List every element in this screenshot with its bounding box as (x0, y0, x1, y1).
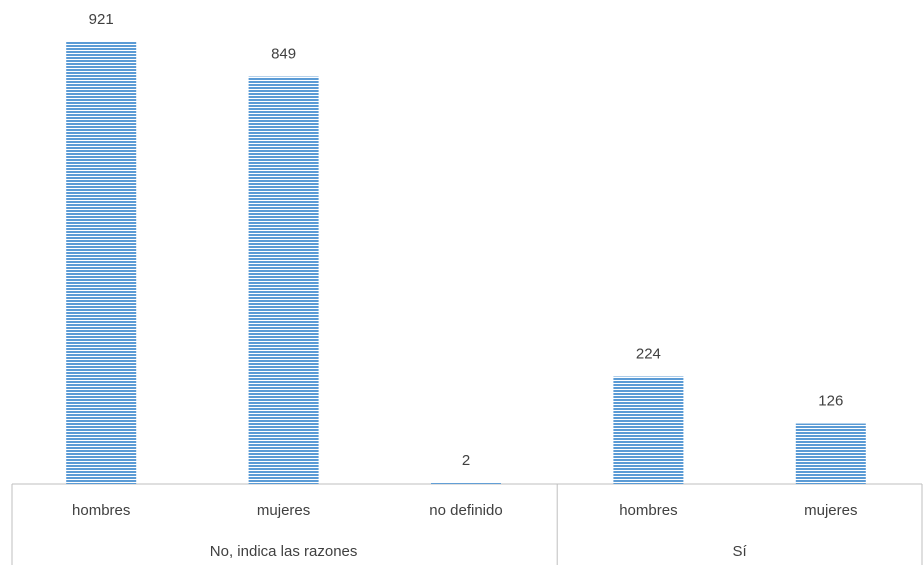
bar (613, 376, 684, 484)
bar (66, 42, 137, 484)
x-tick-label: mujeres (257, 502, 310, 519)
group-label: Sí (733, 543, 748, 560)
x-tick-label: hombres (619, 502, 677, 519)
x-tick-label: mujeres (804, 502, 857, 519)
bar (431, 483, 501, 484)
group-label: No, indica las razones (210, 543, 358, 560)
data-label: 2 (462, 452, 470, 469)
bar (795, 423, 866, 484)
x-tick-label: hombres (72, 502, 130, 519)
data-label: 921 (89, 11, 114, 28)
data-label: 126 (818, 392, 843, 409)
data-label: 224 (636, 345, 661, 362)
data-label: 849 (271, 46, 296, 63)
x-tick-label: no definido (429, 502, 502, 519)
bar (248, 76, 319, 485)
